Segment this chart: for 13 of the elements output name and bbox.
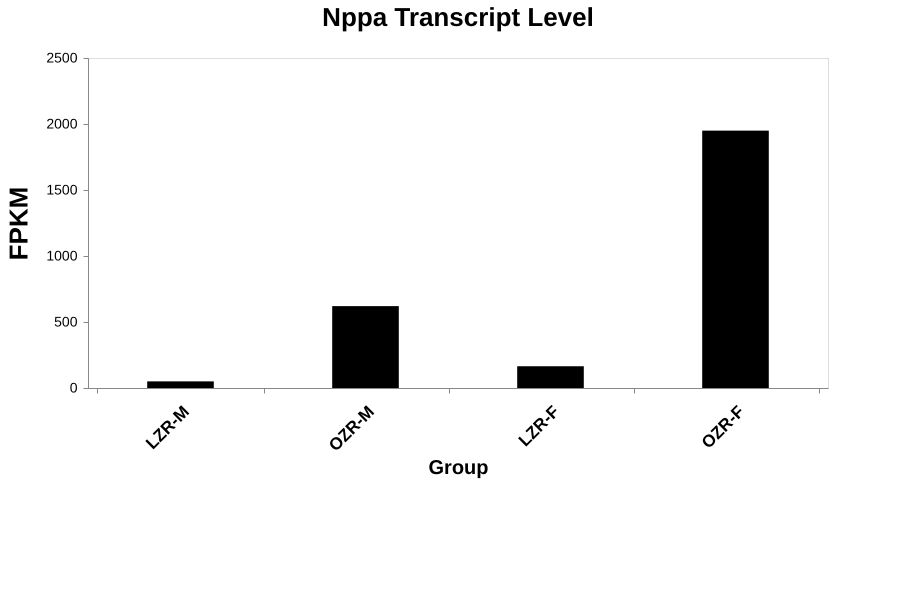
y-tick-label: 500 — [54, 314, 78, 330]
chart-title: Nppa Transcript Level — [322, 2, 594, 32]
y-tick-label: 2000 — [46, 116, 78, 132]
y-tick-label: 2500 — [46, 50, 78, 66]
bar — [517, 366, 584, 388]
y-tick-label: 0 — [70, 380, 78, 396]
y-tick-label: 1500 — [46, 182, 78, 198]
bar — [332, 306, 399, 388]
bar — [702, 130, 769, 388]
y-tick-label: 1000 — [46, 248, 78, 264]
y-axis-title: FPKM — [3, 186, 34, 260]
x-axis-title: Group — [428, 457, 488, 480]
bar — [147, 381, 214, 388]
